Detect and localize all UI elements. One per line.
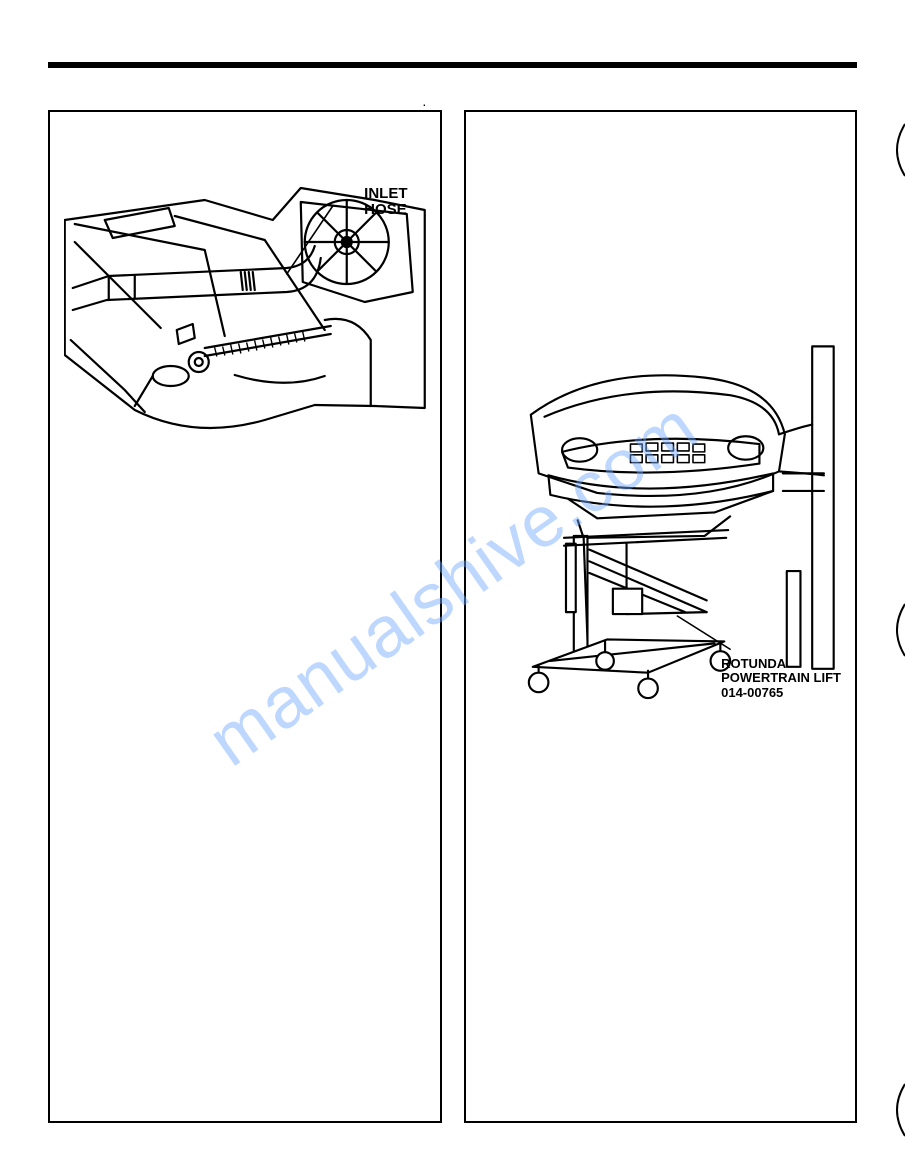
binding-mark-top xyxy=(883,120,905,180)
label-rotunda: ROTUNDA xyxy=(721,656,786,671)
rotunda-lift-label: ROTUNDA POWERTRAIN LIFT 014-00765 xyxy=(721,657,841,700)
inlet-hose-illustration xyxy=(64,180,426,440)
figure-powertrain-lift: ROTUNDA POWERTRAIN LIFT 014-00765 xyxy=(480,322,842,742)
binding-mark-bottom xyxy=(883,1080,905,1140)
label-inlet: INLET xyxy=(364,185,407,202)
top-rule xyxy=(48,62,857,68)
content-row: INLET HOSE xyxy=(48,110,857,1123)
right-column: ROTUNDA POWERTRAIN LIFT 014-00765 xyxy=(464,110,858,1123)
label-hose: HOSE xyxy=(364,201,407,218)
label-part-number: 014-00765 xyxy=(721,685,783,700)
left-column: INLET HOSE xyxy=(48,110,442,1123)
binding-mark-mid xyxy=(883,600,905,660)
figure-inlet-hose: INLET HOSE xyxy=(64,180,426,440)
label-powertrain-lift: POWERTRAIN LIFT xyxy=(721,670,841,685)
inlet-hose-label: INLET HOSE xyxy=(364,186,407,218)
